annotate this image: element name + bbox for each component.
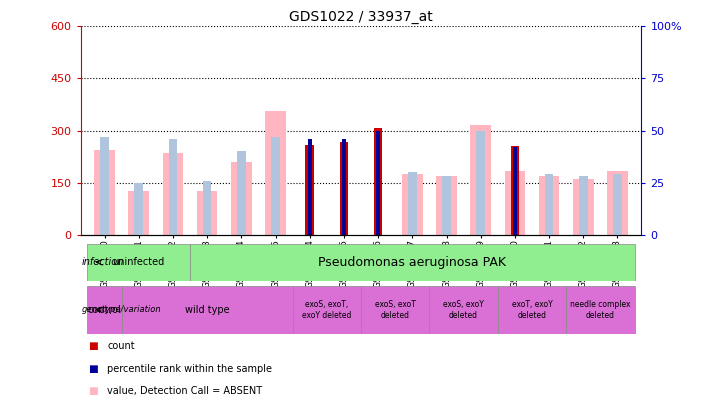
Bar bbox=[442, 177, 451, 235]
Bar bbox=[122, 286, 292, 334]
Bar bbox=[376, 130, 380, 235]
Text: infection: infection bbox=[81, 257, 123, 267]
Bar bbox=[100, 137, 109, 235]
Bar bbox=[271, 137, 280, 235]
Bar bbox=[566, 286, 634, 334]
Text: uninfected: uninfected bbox=[113, 257, 165, 267]
Text: ■: ■ bbox=[88, 386, 97, 396]
Bar bbox=[237, 151, 245, 235]
Text: percentile rank within the sample: percentile rank within the sample bbox=[107, 364, 272, 373]
Text: exoS, exoT,
exoY deleted: exoS, exoT, exoY deleted bbox=[302, 300, 351, 320]
Bar bbox=[430, 286, 498, 334]
Bar bbox=[163, 153, 183, 235]
Text: exoS, exoY
deleted: exoS, exoY deleted bbox=[443, 300, 484, 320]
Text: Pseudomonas aeruginosa PAK: Pseudomonas aeruginosa PAK bbox=[318, 256, 506, 269]
Bar bbox=[505, 171, 525, 235]
Bar bbox=[135, 183, 143, 235]
Bar bbox=[510, 146, 519, 235]
Bar bbox=[88, 286, 122, 334]
Bar bbox=[340, 142, 348, 235]
Text: ■: ■ bbox=[88, 341, 97, 351]
Bar bbox=[169, 139, 177, 235]
Bar bbox=[545, 175, 553, 235]
Bar bbox=[513, 147, 517, 235]
Bar bbox=[231, 162, 252, 235]
Bar bbox=[477, 130, 485, 235]
Bar bbox=[88, 244, 190, 281]
Bar bbox=[374, 128, 382, 235]
Bar bbox=[470, 126, 491, 235]
Text: count: count bbox=[107, 341, 135, 351]
Bar bbox=[265, 111, 286, 235]
Bar bbox=[292, 286, 361, 334]
Text: value, Detection Call = ABSENT: value, Detection Call = ABSENT bbox=[107, 386, 262, 396]
Bar bbox=[408, 173, 416, 235]
Bar bbox=[203, 181, 212, 235]
Bar bbox=[436, 176, 457, 235]
Bar bbox=[613, 175, 622, 235]
Title: GDS1022 / 33937_at: GDS1022 / 33937_at bbox=[289, 10, 433, 24]
Bar bbox=[197, 192, 217, 235]
Text: wild type: wild type bbox=[185, 305, 229, 315]
Bar bbox=[342, 139, 346, 235]
Bar bbox=[306, 145, 314, 235]
Bar bbox=[607, 171, 627, 235]
Text: exoS, exoT
deleted: exoS, exoT deleted bbox=[375, 300, 416, 320]
Text: genotype/variation: genotype/variation bbox=[81, 305, 161, 314]
Bar bbox=[190, 244, 634, 281]
Bar bbox=[308, 139, 312, 235]
Bar bbox=[539, 176, 559, 235]
Bar bbox=[402, 174, 423, 235]
Bar bbox=[498, 286, 566, 334]
Bar bbox=[510, 173, 519, 235]
Text: exoT, exoY
deleted: exoT, exoY deleted bbox=[512, 300, 552, 320]
Text: ■: ■ bbox=[88, 364, 97, 373]
Bar bbox=[573, 179, 594, 235]
Bar bbox=[579, 177, 587, 235]
Text: control: control bbox=[88, 305, 121, 315]
Bar bbox=[95, 150, 115, 235]
Bar bbox=[128, 192, 149, 235]
Bar bbox=[361, 286, 430, 334]
Text: needle complex
deleted: needle complex deleted bbox=[570, 300, 631, 320]
